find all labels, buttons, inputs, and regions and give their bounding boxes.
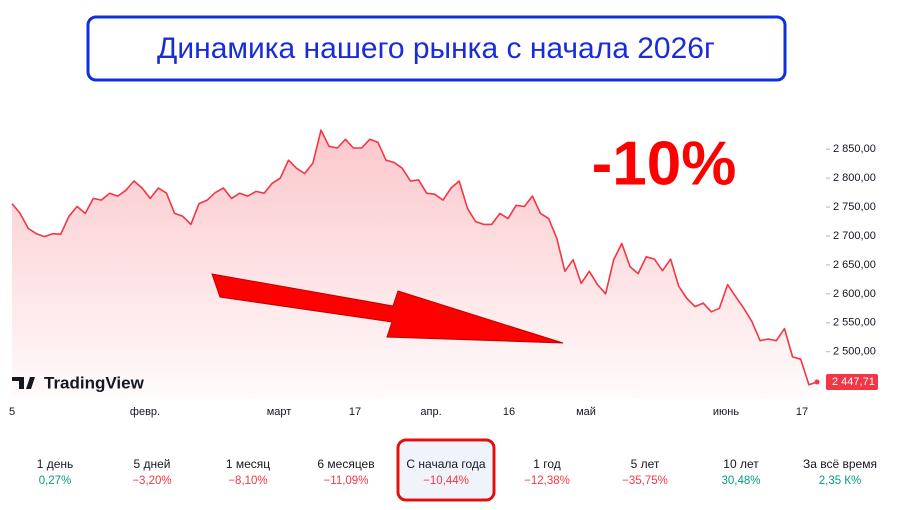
- tab-label[interactable]: 5 дней: [133, 457, 170, 471]
- price-line: [11, 129, 818, 386]
- tab-label[interactable]: 1 год: [533, 457, 561, 471]
- period-tab[interactable]: За всё время 2,35 К%: [803, 457, 877, 487]
- period-tab[interactable]: 5 дней −3,20%: [132, 457, 171, 487]
- x-tick-label: 17: [796, 406, 808, 418]
- y-tick-label: 2 750,00: [833, 201, 876, 213]
- last-point: [814, 379, 820, 385]
- tab-label[interactable]: 6 месяцев: [317, 457, 374, 471]
- tab-label[interactable]: За всё время: [803, 457, 877, 471]
- period-tabs: 1 день 0,27% 5 дней −3,20% 1 месяц −8,10% 6 ме…: [37, 438, 877, 502]
- y-tick-label: 2 500,00: [833, 346, 876, 358]
- tab-change[interactable]: −8,10%: [228, 475, 267, 487]
- x-tick-label: май: [576, 406, 596, 418]
- y-tick-label: 2 600,00: [833, 288, 876, 300]
- period-tab[interactable]: 1 месяц −8,10%: [226, 457, 270, 487]
- period-tab[interactable]: 6 месяцев −11,09%: [317, 457, 374, 487]
- selected-tab-bg: [400, 442, 492, 498]
- tab-change[interactable]: −35,75%: [622, 475, 668, 487]
- tab-change[interactable]: 2,35 К%: [819, 475, 862, 487]
- x-tick-label: март: [267, 406, 292, 418]
- tab-label[interactable]: 10 лет: [723, 457, 759, 471]
- x-tick-label: февр.: [130, 406, 160, 418]
- y-tick-label: 2 800,00: [833, 172, 876, 184]
- y-tick-label: 2 550,00: [833, 317, 876, 329]
- brand-logo: TradingView: [12, 373, 145, 392]
- tab-change[interactable]: 30,48%: [721, 475, 760, 487]
- y-tick-label: 2 850,00: [833, 143, 876, 155]
- tab-label[interactable]: 1 день: [37, 457, 74, 471]
- brand-icon: [12, 377, 35, 389]
- tab-change[interactable]: −3,20%: [132, 475, 171, 487]
- x-tick-label: июнь: [713, 406, 739, 418]
- tab-change[interactable]: 0,27%: [39, 475, 72, 487]
- period-tab[interactable]: С начала года −10,44%: [396, 438, 496, 502]
- period-tab[interactable]: 1 год −12,38%: [524, 457, 570, 487]
- selected-tab-frame: [396, 438, 496, 502]
- last-price-badge: [826, 373, 878, 390]
- tab-label[interactable]: С начала года: [406, 457, 485, 471]
- title-box: [86, 15, 787, 82]
- period-tab[interactable]: 5 лет −35,75%: [622, 457, 668, 487]
- period-tab[interactable]: 10 лет 30,48%: [721, 457, 760, 487]
- plot-area: 2 500,00 2 550,00 2 600,00 2 650,00 2 700,00…: [9, 129, 878, 418]
- brand-name: TradingView: [44, 373, 145, 392]
- period-tab[interactable]: 1 день 0,27%: [37, 457, 74, 487]
- tab-label[interactable]: 5 лет: [631, 457, 660, 471]
- x-tick-label: 16: [503, 406, 515, 418]
- trend-arrow: [211, 273, 564, 344]
- tab-label[interactable]: 1 месяц: [226, 457, 270, 471]
- last-price-label: 2 447,71: [832, 376, 875, 388]
- x-tick-label: 17: [349, 406, 361, 418]
- x-tick-label: 5: [9, 406, 15, 418]
- tab-change[interactable]: −12,38%: [524, 475, 570, 487]
- y-tick-label: 2 700,00: [833, 230, 876, 242]
- y-tick-label: 2 650,00: [833, 259, 876, 271]
- tab-change[interactable]: −11,09%: [324, 475, 369, 487]
- tab-change[interactable]: −10,44%: [423, 475, 469, 487]
- area-fill: [12, 130, 817, 398]
- x-tick-label: апр.: [420, 406, 441, 418]
- annotation: -10%: [592, 129, 737, 198]
- chart-title: Динамика нашего рынка с начала 2026г: [157, 32, 715, 65]
